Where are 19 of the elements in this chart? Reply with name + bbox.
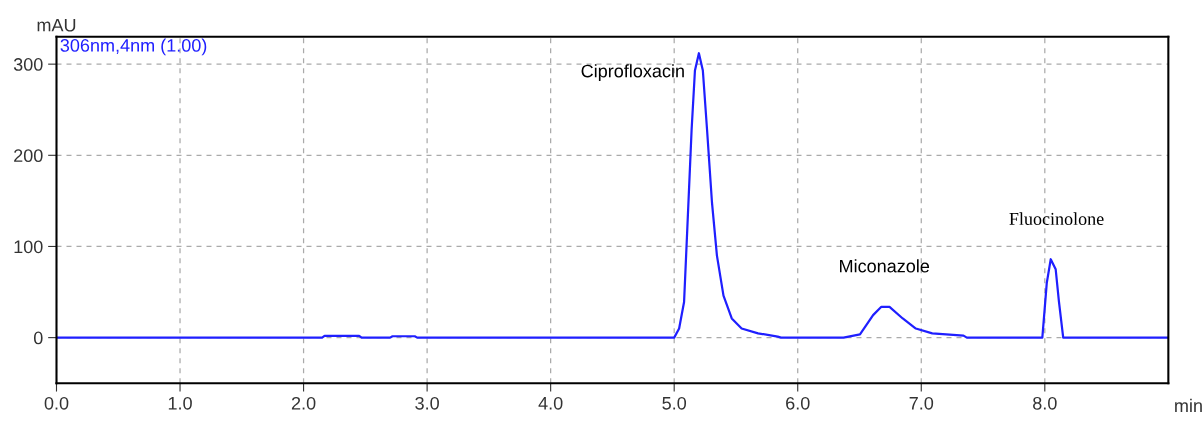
annotation: Ciprofloxacin <box>581 64 684 81</box>
x-tick-label: 4.0 <box>538 396 563 410</box>
y-tick-label: 200 <box>14 149 43 163</box>
y-axis-title: mAU <box>37 18 76 32</box>
annotation: Fluocinolone <box>1009 212 1104 226</box>
y-tick-label: 300 <box>13 58 43 71</box>
x-tick-label: 0.0 <box>44 396 69 410</box>
x-tick-label: 6.0 <box>786 396 810 410</box>
x-tick-label: 2.0 <box>291 396 316 410</box>
x-tick-label: 3.0 <box>415 396 439 410</box>
text: 306nm,4nm (1.00) <box>60 38 207 56</box>
x-tick-label: 7.0 <box>909 396 934 410</box>
x-tick-label: 5.0 <box>662 396 687 410</box>
x-tick-label: 1.0 <box>168 396 192 410</box>
x-tick-label: 8.0 <box>1033 396 1057 410</box>
x-axis-title: min <box>1175 398 1202 412</box>
y-tick-label: 0 <box>33 331 43 345</box>
annotation: Miconazole <box>840 259 930 273</box>
y-tick-label: 100 <box>14 240 43 254</box>
